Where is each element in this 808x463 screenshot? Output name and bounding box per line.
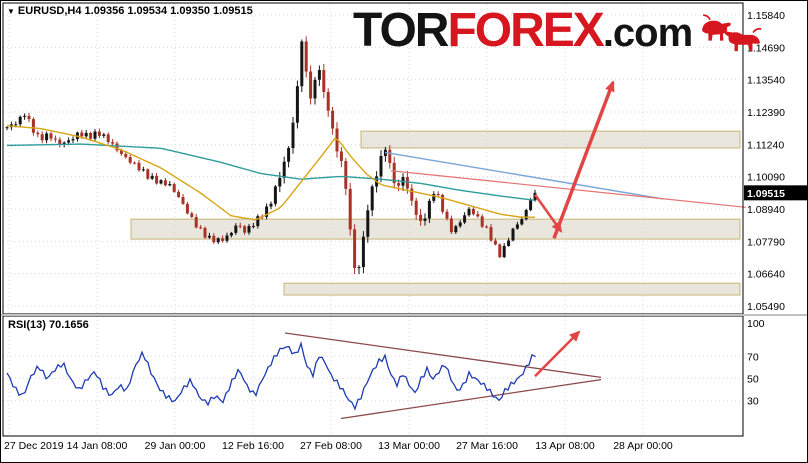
- support-resistance-zones: [130, 130, 741, 296]
- rsi-indicator-label: RSI(13) 70.1656: [8, 319, 89, 331]
- svg-text:50: 50: [747, 374, 759, 386]
- moving-averages: [6, 125, 536, 221]
- svg-text:28 Apr 00:00: 28 Apr 00:00: [613, 440, 673, 452]
- svg-text:30: 30: [747, 396, 759, 408]
- svg-text:1.11240: 1.11240: [747, 139, 784, 151]
- svg-text:29 Jan 00:00: 29 Jan 00:00: [145, 440, 206, 452]
- svg-text:14 Jan 08:00: 14 Jan 08:00: [67, 440, 128, 452]
- grid-lines: [3, 4, 743, 435]
- svg-text:1.06640: 1.06640: [747, 269, 785, 281]
- symbol-dropdown-icon[interactable]: ▼: [7, 7, 15, 16]
- symbol-info: ▼ EURUSD,H4 1.09356 1.09534 1.09350 1.095…: [7, 5, 253, 17]
- logo-com-text: .com: [602, 11, 693, 55]
- bull-bear-icon: [702, 14, 762, 52]
- svg-text:13 Mar 00:00: 13 Mar 00:00: [378, 440, 440, 452]
- logo-forex-text: FOREX: [447, 4, 604, 57]
- svg-text:1.07790: 1.07790: [747, 236, 785, 248]
- logo: TOR FOREX .com: [353, 7, 766, 65]
- axes: 1.15840 1.14690 1.13540 1.12390 1.11240 1.100…: [1, 2, 807, 452]
- svg-text:13 Apr 08:00: 13 Apr 08:00: [535, 440, 595, 452]
- svg-text:70: 70: [747, 351, 759, 363]
- svg-text:1.05490: 1.05490: [747, 301, 785, 313]
- svg-text:1.08940: 1.08940: [747, 204, 785, 216]
- svg-text:1.13540: 1.13540: [747, 75, 785, 87]
- svg-text:100: 100: [747, 318, 765, 330]
- svg-text:12 Feb 16:00: 12 Feb 16:00: [222, 440, 284, 452]
- logo-tor-text: TOR: [353, 4, 449, 57]
- svg-text:1.09515: 1.09515: [747, 188, 785, 200]
- svg-text:1.15840: 1.15840: [747, 10, 785, 22]
- svg-text:27 Mar 16:00: 27 Mar 16:00: [456, 440, 518, 452]
- svg-text:1.10090: 1.10090: [747, 172, 785, 184]
- svg-text:1.14690: 1.14690: [747, 42, 785, 54]
- rsi-indicator: [6, 330, 602, 420]
- symbol-ohlc-text: EURUSD,H4 1.09356 1.09534 1.09350 1.0951…: [17, 5, 253, 17]
- svg-text:27 Feb 08:00: 27 Feb 08:00: [300, 440, 362, 452]
- svg-text:1.12390: 1.12390: [747, 107, 785, 119]
- svg-text:27 Dec 2019: 27 Dec 2019: [4, 440, 64, 452]
- analysis-objects: [384, 80, 747, 239]
